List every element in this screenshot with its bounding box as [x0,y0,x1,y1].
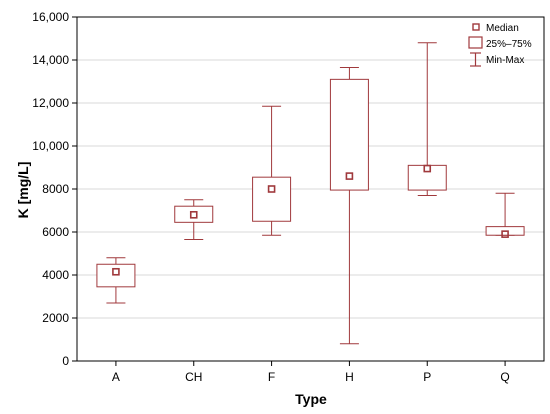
y-tick-label: 4000 [42,268,69,282]
y-tick-label: 12,000 [32,96,69,110]
iqr-box [174,205,214,223]
y-tick-label: 0 [62,354,69,368]
x-tick-label: H [345,370,354,384]
x-tick-label: CH [185,370,202,384]
y-tick-label: 14,000 [32,53,69,67]
y-axis: 0 2000 4000 6000 8000 10,000 12,000 14,000 16,00… [32,10,77,368]
x-tick-label: F [268,370,275,384]
legend: Median 25%–75% Min-Max [468,23,532,67]
legend-iqr-marker [468,36,483,49]
box-f [252,105,292,236]
box-ch [174,199,214,241]
x-axis: A CH F H P Q [112,361,510,384]
median-marker [345,172,354,180]
legend-minmax-marker [470,52,481,67]
box-series [96,42,525,345]
box-q [485,192,525,238]
x-axis-title: Type [295,391,327,407]
y-tick-label: 8000 [42,182,69,196]
median-marker [112,267,120,276]
x-tick-label: A [112,370,120,384]
y-tick-label: 6000 [42,225,69,239]
median-marker [501,230,509,238]
y-tick-label: 10,000 [32,139,69,153]
grid-lines [77,59,544,319]
legend-iqr-label: 25%–75% [486,39,532,50]
y-axis-title: K [mg/L] [15,162,31,219]
median-marker [189,211,198,219]
legend-minmax-label: Min-Max [486,55,524,66]
legend-median-marker [472,23,480,31]
iqr-box [252,176,292,222]
iqr-box [329,78,369,191]
x-tick-label: Q [500,370,509,384]
median-marker [267,185,276,193]
y-tick-label: 2000 [42,311,69,325]
box-p [407,42,447,196]
x-tick-label: P [423,370,431,384]
iqr-box [407,164,447,191]
y-tick-label: 16,000 [32,10,69,24]
median-marker [423,164,432,173]
legend-median-label: Median [486,23,519,34]
box-h [329,67,369,345]
box-a [96,257,136,304]
